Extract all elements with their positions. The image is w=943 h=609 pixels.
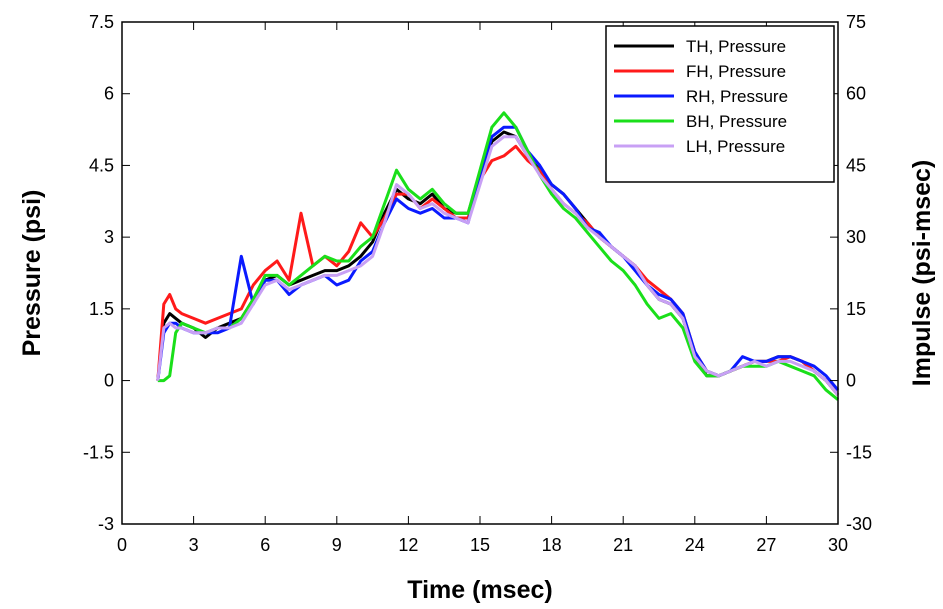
y-tick-label: 0 [104,371,114,391]
x-tick-label: 30 [828,535,848,555]
series-line-lh [156,135,840,396]
y2-tick-label: 45 [846,155,866,175]
axis-ticks [121,21,839,525]
y2-tick-label: -30 [846,514,872,534]
x-tick-label: 6 [260,535,270,555]
y-tick-label: 6 [104,84,114,104]
x-tick-label: 21 [613,535,633,555]
legend-entry-fh: FH, Pressure [614,62,786,81]
x-tick-label: 24 [685,535,705,555]
legend-entry-lh: LH, Pressure [614,137,785,156]
legend-entry-bh: BH, Pressure [614,112,787,131]
x-axis-title: Time (msec) [407,576,552,604]
legend-box [605,25,835,183]
x-tick-label: 12 [398,535,418,555]
y-axis-title: Pressure (psi) [18,190,46,357]
x-tick-label: 27 [756,535,776,555]
legend-label-th: TH, Pressure [686,37,786,56]
y-tick-label: 4.5 [89,155,114,175]
legend-entry-th: TH, Pressure [614,37,786,56]
y2-tick-label: 60 [846,84,866,104]
plot-lines [156,111,840,401]
legend-entry-rh: RH, Pressure [614,87,788,106]
y2-axis-title: Impulse (psi-msec) [908,160,936,386]
y-tick-label: -1.5 [83,442,114,462]
y-tick-label: 1.5 [89,299,114,319]
legend-label-rh: RH, Pressure [686,87,788,106]
y2-tick-label: -15 [846,442,872,462]
legend: TH, Pressure FH, Pressure RH, Pressure B… [605,25,835,183]
y2-tick-label: 15 [846,299,866,319]
y2-tick-label: 30 [846,227,866,247]
y-tick-label: 7.5 [89,12,114,32]
y-tick-label: -3 [98,514,114,534]
legend-label-fh: FH, Pressure [686,62,786,81]
legend-label-lh: LH, Pressure [686,137,785,156]
y2-tick-label: 75 [846,12,866,32]
x-tick-label: 3 [189,535,199,555]
series-line-fh [156,144,840,396]
tick-labels: 0 3 6 9 12 15 18 21 24 27 30 -3 -1.5 0 1.5 3 4.5 6 7.5 -30 -… [83,12,872,555]
y2-tick-label: 0 [846,371,856,391]
legend-label-bh: BH, Pressure [686,112,787,131]
x-tick-label: 18 [542,535,562,555]
x-tick-label: 15 [470,535,490,555]
x-tick-label: 0 [117,535,127,555]
x-tick-label: 9 [332,535,342,555]
y-tick-label: 3 [104,227,114,247]
